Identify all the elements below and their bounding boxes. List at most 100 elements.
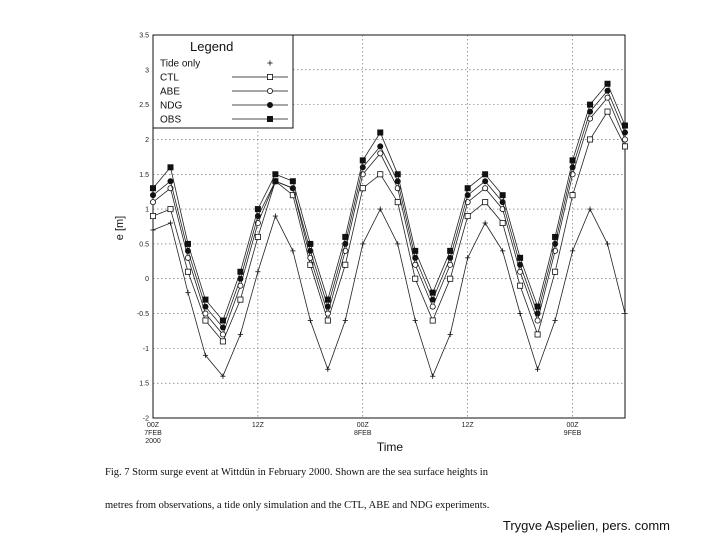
series-line-abe xyxy=(152,96,626,336)
data-point-tide-only xyxy=(430,373,436,379)
data-point-ndg xyxy=(622,129,629,136)
data-point-tide-only xyxy=(255,269,261,275)
x-tick-label: 00Z xyxy=(357,422,370,429)
data-point-obs xyxy=(289,178,296,185)
data-point-obs xyxy=(517,254,524,261)
x-tick-label: 00Z xyxy=(567,422,580,429)
legend-title: Legend xyxy=(190,39,233,54)
data-point-tide-only xyxy=(569,248,576,254)
figure-caption-line-2: metres from observations, a tide only si… xyxy=(105,500,490,511)
data-point-ctl xyxy=(517,282,524,289)
data-point-tide-only xyxy=(290,248,296,254)
data-point-tide-only xyxy=(185,290,191,296)
data-point-tide-only xyxy=(587,206,593,212)
legend-marker-ctl xyxy=(266,74,273,81)
x-tick-sublabel: 9FEB xyxy=(564,430,582,437)
series-line-ctl xyxy=(152,110,626,343)
data-point-ndg xyxy=(202,303,209,310)
data-point-obs xyxy=(499,192,506,199)
data-point-tide-only xyxy=(377,206,383,212)
data-point-ndg xyxy=(324,303,331,310)
data-point-ctl xyxy=(622,143,629,150)
y-tick-label: -1 xyxy=(143,346,149,353)
data-series xyxy=(149,80,629,379)
data-point-abe xyxy=(219,331,226,338)
data-point-abe xyxy=(482,185,489,192)
x-tick-label: 12Z xyxy=(462,422,475,429)
data-point-tide-only xyxy=(325,366,331,372)
data-point-ctl xyxy=(149,213,156,220)
x-tick-sublabel: 8FEB xyxy=(354,430,372,437)
data-point-tide-only xyxy=(167,220,174,226)
data-point-tide-only xyxy=(220,373,226,379)
data-point-tide-only xyxy=(395,241,401,247)
data-point-ctl xyxy=(569,192,576,199)
series-line-tide-only xyxy=(152,208,626,378)
y-tick-label: -2 xyxy=(143,416,149,423)
data-point-obs xyxy=(307,240,314,247)
y-tick-label: 1 xyxy=(145,207,149,214)
data-point-tide-only xyxy=(272,213,278,219)
legend-label-abe: ABE xyxy=(160,87,180,98)
legend-marker-ndg xyxy=(266,102,273,109)
data-point-ctl xyxy=(289,192,296,199)
data-point-ndg xyxy=(377,143,384,150)
data-point-abe xyxy=(429,303,436,310)
data-point-obs xyxy=(464,185,471,192)
legend: Legend Tide only CTL ABE NDG OBS xyxy=(152,34,294,129)
data-point-abe xyxy=(324,310,331,317)
data-point-abe xyxy=(377,150,384,157)
data-point-obs xyxy=(534,303,541,310)
data-point-ctl xyxy=(587,136,594,143)
data-point-tide-only xyxy=(360,241,366,247)
data-point-ndg xyxy=(149,192,156,199)
data-point-obs xyxy=(429,289,436,296)
data-point-obs xyxy=(149,185,156,192)
data-point-tide-only xyxy=(534,366,541,372)
data-point-ctl xyxy=(447,275,454,282)
data-point-tide-only xyxy=(482,220,488,226)
source-credit: Trygve Aspelien, pers. comm xyxy=(502,518,670,533)
y-tick-label: 2.5 xyxy=(139,102,149,109)
data-point-obs xyxy=(482,171,489,178)
data-point-abe xyxy=(622,136,629,143)
data-point-obs xyxy=(394,171,401,178)
data-point-abe xyxy=(149,199,156,206)
data-point-obs xyxy=(237,268,244,275)
y-tick-label: 1.5 xyxy=(139,381,149,388)
data-point-tide-only xyxy=(500,248,506,254)
data-point-ctl xyxy=(324,317,331,324)
data-point-ctl xyxy=(394,199,401,206)
data-point-ndg xyxy=(272,178,279,185)
data-point-ctl xyxy=(464,213,471,220)
legend-marker-obs xyxy=(266,116,273,123)
data-point-ctl xyxy=(604,108,611,115)
data-point-ctl xyxy=(412,275,419,282)
data-point-ctl xyxy=(219,338,226,345)
data-point-obs xyxy=(412,247,419,254)
legend-label-ctl: CTL xyxy=(160,73,179,84)
data-point-obs xyxy=(202,296,209,303)
data-point-obs xyxy=(359,157,366,164)
data-point-ndg xyxy=(482,178,489,185)
x-axis-label: Time xyxy=(377,440,404,454)
data-point-abe xyxy=(307,254,314,261)
data-point-ndg xyxy=(534,310,541,317)
data-point-ctl xyxy=(482,199,489,206)
data-point-tide-only xyxy=(202,352,209,358)
data-point-ctl xyxy=(359,185,366,192)
data-point-ctl xyxy=(342,261,349,268)
data-point-obs xyxy=(604,80,611,87)
figure-caption-line-1: Fig. 7 Storm surge event at Wittdün in F… xyxy=(105,467,488,478)
data-point-obs xyxy=(377,129,384,136)
data-point-obs xyxy=(342,233,349,240)
data-point-ctl xyxy=(167,206,174,213)
data-point-ctl xyxy=(237,296,244,303)
data-point-ctl xyxy=(184,268,191,275)
y-tick-label: 2 xyxy=(145,137,149,144)
data-point-ctl xyxy=(254,233,261,240)
data-point-tide-only xyxy=(552,317,558,324)
y-tick-label: 1.5 xyxy=(139,172,149,179)
data-point-ctl xyxy=(377,171,384,178)
